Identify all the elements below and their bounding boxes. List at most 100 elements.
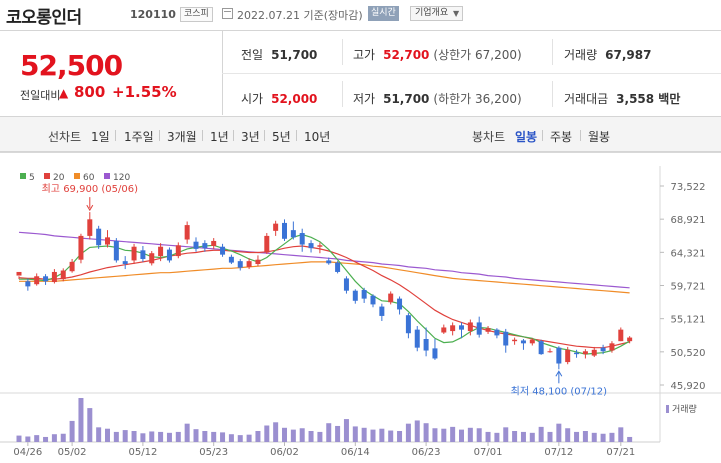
period-toolbar: 선차트 1일 1주일 3개월 1년 3년 5년 10년 봉차트 일봉 주봉 월봉 xyxy=(0,116,721,152)
legend-label: 5 xyxy=(29,173,35,183)
min-annotation: 최저 48,100 (07/12) xyxy=(511,385,607,397)
volume-bar xyxy=(78,398,84,442)
candle-body xyxy=(388,293,394,303)
candle-body xyxy=(220,246,226,255)
candle-body xyxy=(131,246,137,261)
calendar-icon xyxy=(222,8,233,19)
volume-bar xyxy=(290,429,296,442)
volume-bar xyxy=(105,428,110,442)
candle-body xyxy=(78,235,84,260)
x-tick-label: 07/21 xyxy=(606,447,635,458)
volume-bar xyxy=(343,419,349,442)
volume-bar xyxy=(113,431,119,442)
volume-bar xyxy=(591,432,597,442)
candle-body xyxy=(618,329,624,342)
volume-bar xyxy=(397,431,403,442)
divider xyxy=(296,130,297,141)
volume-bar xyxy=(273,422,279,442)
current-price: 52,500 xyxy=(20,49,123,82)
stat-label: 고가 xyxy=(353,48,376,62)
period-3m[interactable]: 3개월 xyxy=(167,130,197,144)
realtime-button[interactable]: 실시간 xyxy=(368,6,399,21)
candle-body xyxy=(503,331,509,346)
candle-body xyxy=(450,325,456,332)
divider xyxy=(159,130,160,141)
stat-label: 저가 xyxy=(353,92,376,106)
volume-bar xyxy=(149,431,155,442)
stat-sub: (하한가 36,200) xyxy=(433,92,522,106)
stock-chart: 5 20 60 120 73,522 68,921 64,321 59,721 55,121 50… xyxy=(0,152,721,459)
x-tick-label: 05/23 xyxy=(199,447,228,458)
stat-value: 67,987 xyxy=(605,48,652,62)
volume-bar xyxy=(600,433,606,442)
volume-bar xyxy=(405,423,411,442)
volume-bar xyxy=(582,431,588,442)
divider xyxy=(542,130,543,141)
candle-daily[interactable]: 일봉 xyxy=(515,130,538,144)
period-1w[interactable]: 1주일 xyxy=(124,130,154,144)
candle-body xyxy=(335,262,341,272)
period-1d[interactable]: 1일 xyxy=(91,130,110,144)
x-tick-label: 06/02 xyxy=(270,447,299,458)
stock-code: 120110 xyxy=(130,8,176,21)
volume-bar xyxy=(326,423,332,442)
legend-swatch xyxy=(104,173,110,179)
candle-body xyxy=(140,250,146,259)
candle-body xyxy=(184,225,190,240)
y-tick-label: 64,321 xyxy=(671,248,706,259)
volume-bar xyxy=(43,436,49,442)
volume-bar xyxy=(379,428,385,442)
volume-bar xyxy=(352,426,358,442)
volume-bar xyxy=(184,423,190,442)
candle-body xyxy=(158,246,164,257)
price-summary: 52,500 전일대비 ▲ 800 +1.55% 전일 51,700 고가 52,7… xyxy=(0,30,721,115)
chart-svg: 5 20 60 120 73,522 68,921 64,321 59,721 55,121 50… xyxy=(0,152,721,458)
company-info-dropdown[interactable]: 기업개요 ▼ xyxy=(410,6,464,21)
volume-bar xyxy=(60,433,66,442)
volume-bar xyxy=(202,431,208,442)
stat-high: 고가 52,700 (상한가 67,200) xyxy=(353,46,522,63)
volume-bar xyxy=(308,431,314,442)
candle-body xyxy=(574,352,580,355)
divider xyxy=(202,130,203,141)
candle-body xyxy=(43,276,49,282)
candle-body xyxy=(600,347,606,352)
legend-label: 60 xyxy=(83,173,95,183)
candle-weekly[interactable]: 주봉 xyxy=(550,130,573,144)
divider xyxy=(342,39,343,65)
y-tick-label: 55,121 xyxy=(671,315,706,326)
candle-body xyxy=(193,241,199,249)
candle-monthly[interactable]: 월봉 xyxy=(588,130,611,144)
volume-bar xyxy=(361,427,367,442)
candle-body xyxy=(51,271,57,283)
candle-body xyxy=(16,271,22,276)
candle-body xyxy=(211,240,217,246)
company-info-label: 기업개요 xyxy=(415,8,449,18)
candle-body xyxy=(414,329,420,348)
min-arrow-head xyxy=(555,370,563,377)
period-5y[interactable]: 5년 xyxy=(272,130,291,144)
period-10y[interactable]: 10년 xyxy=(304,130,331,144)
candle-body xyxy=(591,349,597,356)
stat-value: 51,700 xyxy=(271,48,318,62)
legend-swatch xyxy=(74,173,80,179)
candle-body xyxy=(149,253,155,264)
stat-label: 거래대금 xyxy=(564,92,609,106)
period-1y[interactable]: 1년 xyxy=(210,130,229,144)
candle-body xyxy=(237,261,243,268)
volume-bar xyxy=(175,431,181,442)
change-rate: +1.55% xyxy=(112,83,177,101)
volume-bar xyxy=(282,427,287,442)
legend-swatch xyxy=(20,173,26,179)
stat-prev-close: 전일 51,700 xyxy=(241,46,317,63)
volume-bar xyxy=(627,436,633,442)
volume-bar xyxy=(237,435,243,442)
divider xyxy=(342,81,343,107)
stat-value: 51,700 xyxy=(383,92,430,106)
candle-body xyxy=(326,260,332,264)
stat-open: 시가 52,000 xyxy=(241,90,317,107)
volume-bar xyxy=(388,430,394,442)
period-3y[interactable]: 3년 xyxy=(241,130,260,144)
candle-body xyxy=(397,298,403,310)
volume-bar xyxy=(432,428,438,442)
